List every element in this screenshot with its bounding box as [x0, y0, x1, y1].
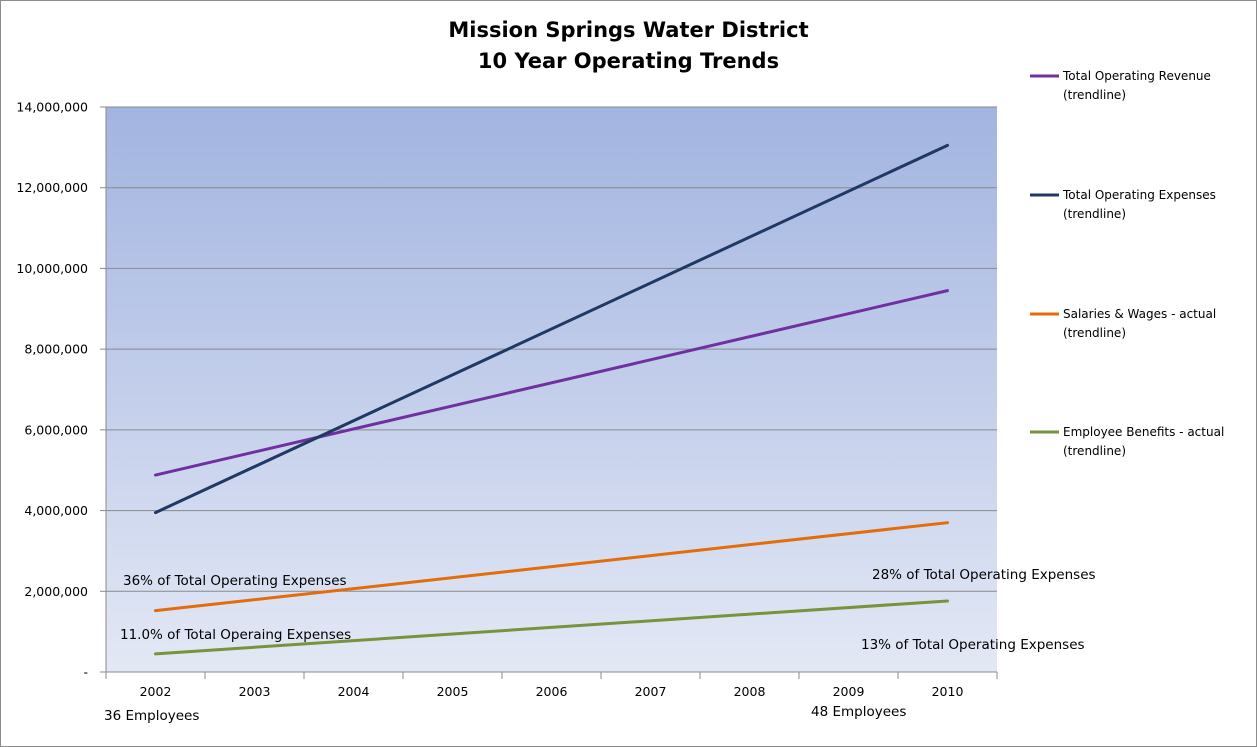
- x-tick-label: 2004: [338, 684, 370, 699]
- annotation-salaries-2002: 36% of Total Operating Expenses: [123, 573, 347, 589]
- x-tick-label: 2006: [536, 684, 568, 699]
- x-tick-label: 2003: [239, 684, 271, 699]
- x-tick-label: 2005: [437, 684, 469, 699]
- x-axis-ticks: 2002 2003 2004 2005 2006 2007 2008 2009 2010: [105, 672, 998, 699]
- chart-title-block: Mission Springs Water District 10 Year O…: [331, 15, 926, 77]
- series-line-2: [154, 143, 949, 515]
- x-tick-label: 2010: [932, 684, 964, 699]
- x-tick-label: 2008: [734, 684, 766, 699]
- y-tick-label: 14,000,000: [16, 100, 88, 115]
- legend-label: Employee Benefits - actual: [1063, 425, 1224, 439]
- y-tick-label: 8,000,000: [24, 342, 88, 357]
- annotation-benefits-2010: 13% of Total Operating Expenses: [861, 637, 1085, 653]
- annotation-salaries-2010: 28% of Total Operating Expenses: [872, 567, 1096, 583]
- x-tick-label: 2007: [635, 684, 667, 699]
- y-tick-label: 6,000,000: [24, 422, 88, 437]
- legend-label: Total Operating Expenses: [1062, 188, 1216, 202]
- y-tick-label: 2,000,000: [24, 584, 88, 599]
- series-line-1: [154, 289, 949, 477]
- axes: [105, 107, 997, 673]
- legend-sublabel: (trendline): [1063, 326, 1126, 340]
- x-tick-label: 2002: [140, 684, 172, 699]
- y-tick-label: -: [83, 665, 88, 680]
- plot-area: [106, 107, 997, 672]
- annotation-employees-2002: 36 Employees: [104, 708, 199, 724]
- legend-label: Salaries & Wages - actual: [1063, 307, 1216, 321]
- gridlines: [106, 106, 997, 592]
- legend: Total Operating Revenue (trendline) Total …: [1030, 69, 1224, 458]
- legend-sublabel: (trendline): [1063, 88, 1126, 102]
- y-tick-label: 10,000,000: [16, 261, 88, 276]
- x-tick-label: 2009: [833, 684, 865, 699]
- series-line-3: [154, 521, 949, 613]
- annotation-employees-2010: 48 Employees: [811, 704, 906, 720]
- y-tick-label: 12,000,000: [16, 180, 88, 195]
- legend-sublabel: (trendline): [1063, 207, 1126, 221]
- chart-title: Mission Springs Water District: [448, 18, 809, 42]
- annotation-benefits-2002: 11.0% of Total Operaing Expenses: [120, 627, 351, 643]
- series-line-4: [154, 599, 949, 656]
- y-tick-label: 4,000,000: [24, 503, 88, 518]
- series-lines: [154, 143, 949, 656]
- chart-subtitle: 10 Year Operating Trends: [477, 49, 780, 73]
- legend-label: Total Operating Revenue: [1062, 69, 1211, 83]
- y-axis-ticks: - 2,000,000 4,000,000 6,000,000 8,000,000 10,…: [16, 100, 106, 680]
- legend-sublabel: (trendline): [1063, 444, 1126, 458]
